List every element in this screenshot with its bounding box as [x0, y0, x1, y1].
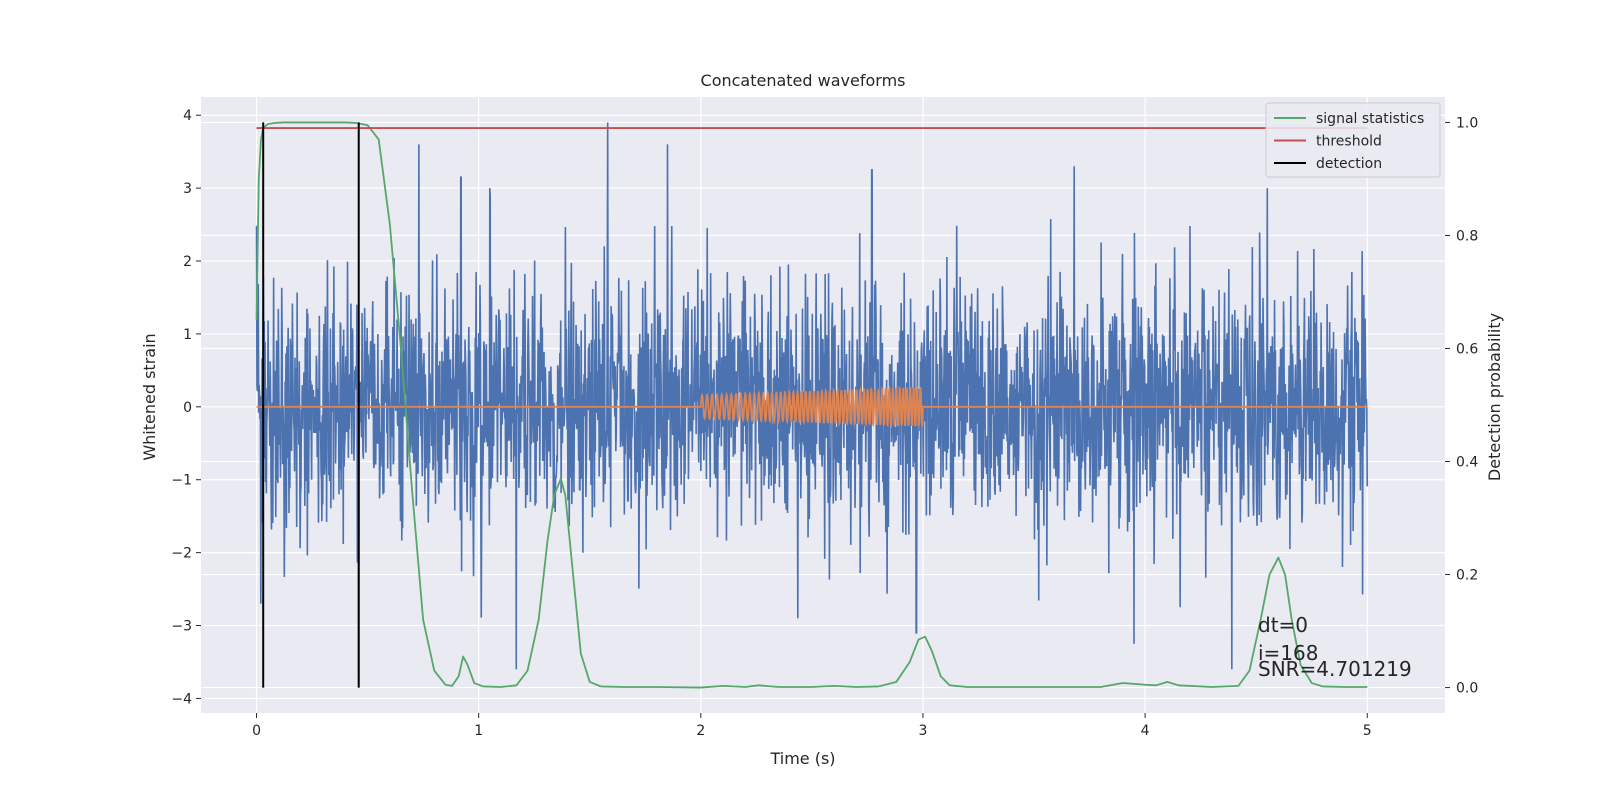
annotation-snr: SNR=4.701219: [1258, 657, 1412, 681]
x-tick-label: 2: [696, 723, 705, 739]
legend-box: [1265, 102, 1441, 178]
annotation-index: i=168: [1258, 641, 1319, 665]
y-right-tick-label: 0.0: [1456, 681, 1478, 697]
legend-label: detection: [1316, 156, 1382, 172]
series-template: [256, 385, 1368, 429]
series-signal-statistics: [255, 121, 1368, 689]
x-axis-label: Time (s): [769, 749, 835, 768]
series-whitened-strain: [255, 122, 1369, 684]
y-right-tick-label: 0.2: [1456, 568, 1478, 584]
x-tick-label: 4: [1141, 723, 1150, 739]
y-left-tick-label: 1: [183, 327, 192, 343]
chart-title: Concatenated waveforms: [701, 71, 906, 90]
plot-area: 0 1 2 3 4 5 4 3 2 1 0 −1 −2 −3 −4 1.0 0.8 0.6 0.4 0.2 0.0: [171, 97, 1478, 739]
legend: signal statistics threshold detection: [1265, 102, 1441, 178]
x-tick-label: 3: [919, 723, 928, 739]
y-right-tick-label: 0.4: [1456, 455, 1478, 471]
y-left-tick-label: 4: [183, 108, 192, 124]
y-right-tick-label: 0.8: [1456, 228, 1478, 244]
y-left-tick-label: −1: [171, 473, 192, 489]
y-right-tick-label: 0.6: [1456, 341, 1478, 357]
x-tick-label: 5: [1363, 723, 1372, 739]
y-right-tick-label: 1.0: [1456, 115, 1478, 131]
y-left-tick-label: −2: [171, 546, 192, 562]
legend-label: signal statistics: [1316, 111, 1424, 127]
legend-label: threshold: [1316, 134, 1382, 150]
y-left-tick-label: 0: [183, 400, 192, 416]
y-left-tick-label: −3: [171, 619, 192, 635]
x-tick-label: 0: [252, 723, 261, 739]
y-left-tick-label: 3: [183, 181, 192, 197]
x-tick-label: 1: [474, 723, 483, 739]
y-axis-left-label: Whitened strain: [140, 333, 159, 460]
annotation-dt: dt=0: [1258, 613, 1308, 637]
y-axis-right-label: Detection probability: [1485, 313, 1504, 481]
y-left-tick-label: −4: [171, 691, 192, 707]
y-left-tick-label: 2: [183, 254, 192, 270]
